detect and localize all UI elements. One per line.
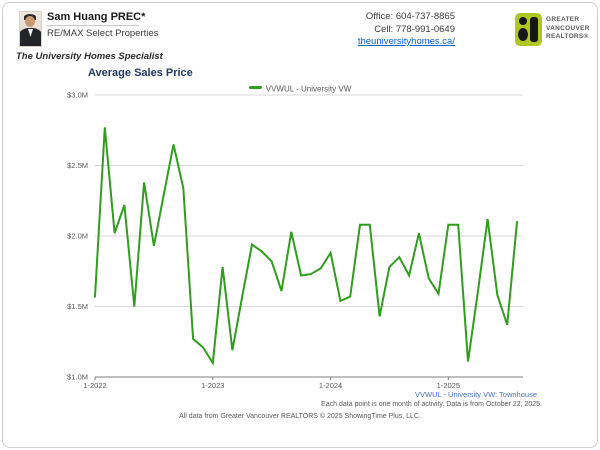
copyright-line: All data from Greater Vancouver REALTORS…	[179, 413, 421, 420]
gvr-logo-bar	[530, 17, 538, 42]
y-axis-label: $1.5M	[67, 302, 88, 311]
gvr-logo-dot-small	[519, 17, 527, 25]
x-axis-label: 1-2025	[437, 381, 460, 390]
headshot-suit	[20, 28, 41, 46]
website-link[interactable]: theuniversityhomes.ca/	[357, 36, 455, 47]
series-note: VVWUL - University VW: Townhouse	[415, 390, 537, 399]
legend-line-swatch	[248, 86, 262, 90]
chart-title: Average Sales Price	[88, 67, 193, 79]
name-divider	[47, 25, 139, 26]
data-note: Each data point is one month of activity…	[321, 401, 542, 408]
agent-tagline: The University Homes Specialist	[16, 51, 163, 62]
headshot-face	[25, 16, 35, 27]
y-axis-label: $1.0M	[67, 373, 88, 382]
contact-block: Office: 604-737-8865 Cell: 778-991-0649 …	[358, 11, 455, 49]
agent-headshot	[19, 11, 42, 47]
legend-label: VVWUL - University VW	[265, 84, 352, 94]
gvr-logo-icon	[515, 13, 542, 46]
price-series-line	[94, 127, 518, 366]
gvr-logo-dot-large	[518, 28, 528, 41]
gvr-logo-wordmark: GREATER VANCOUVER REALTORS®	[546, 16, 590, 40]
headshot-shirt	[28, 29, 33, 37]
chart-legend: VVWUL - University VW	[0, 84, 600, 93]
y-axis-label: $3.0M	[67, 91, 88, 100]
brokerage-name: RE/MAX Select Properties	[47, 28, 159, 39]
cell-phone: Cell: 778-991-0649	[374, 23, 455, 35]
x-axis-label: 1-2024	[319, 381, 342, 390]
office-phone: Office: 604-737-8865	[365, 11, 455, 22]
agent-name: Sam Huang PREC*	[47, 11, 146, 23]
y-axis-label: $2.0M	[67, 232, 88, 241]
y-axis-label: $2.5M	[67, 161, 88, 170]
x-axis-label: 1-2022	[83, 381, 106, 390]
x-axis-label: 1-2023	[201, 381, 224, 390]
